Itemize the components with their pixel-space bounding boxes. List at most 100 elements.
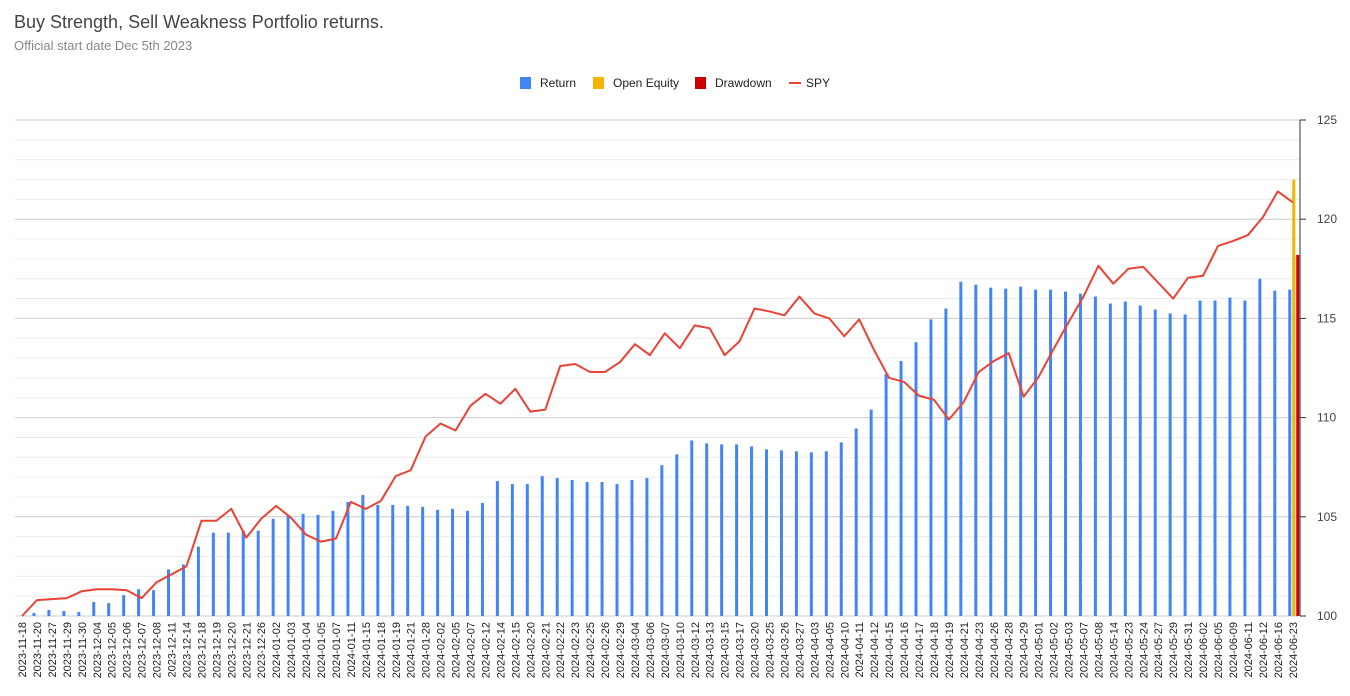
bar xyxy=(92,602,96,616)
legend-label: SPY xyxy=(806,76,830,90)
bar xyxy=(167,569,170,616)
bar xyxy=(406,505,410,616)
bar xyxy=(1243,300,1247,616)
bar xyxy=(809,452,813,616)
x-tick-label: 2024-05-27 xyxy=(1153,622,1165,678)
bar xyxy=(899,361,903,616)
x-tick-label: 2023-12-05 xyxy=(107,622,119,678)
x-tick-label: 2024-05-02 xyxy=(1049,622,1061,678)
x-tick-label: 2024-02-26 xyxy=(600,622,612,678)
x-tick-label: 2024-05-29 xyxy=(1168,622,1180,678)
x-tick-label: 2024-03-13 xyxy=(705,622,717,678)
bar xyxy=(839,442,843,616)
bar xyxy=(451,508,455,616)
x-tick-label: 2024-04-23 xyxy=(974,622,986,678)
x-tick-label: 2023-12-14 xyxy=(181,622,193,678)
x-tick-label: 2024-04-29 xyxy=(1019,622,1031,678)
x-tick-label: 2023-12-06 xyxy=(122,622,134,678)
x-tick-label: 2023-11-18 xyxy=(17,622,29,677)
bar xyxy=(271,518,275,616)
bar xyxy=(181,564,185,616)
x-tick-label: 2024-04-10 xyxy=(839,622,851,678)
bar xyxy=(1183,314,1187,616)
bar xyxy=(914,342,918,616)
x-tick-label: 2024-04-11 xyxy=(854,622,866,677)
bar xyxy=(929,319,933,616)
bar xyxy=(1153,309,1157,616)
x-tick-label: 2024-05-23 xyxy=(1123,622,1135,678)
bar xyxy=(779,450,783,616)
x-tick-label: 2024-04-16 xyxy=(899,622,911,678)
x-tick-label: 2024-03-26 xyxy=(779,622,791,678)
bar xyxy=(47,610,51,616)
x-tick-label: 2024-05-03 xyxy=(1064,622,1076,678)
x-tick-label: 2024-01-02 xyxy=(271,622,283,678)
bar xyxy=(1288,289,1292,616)
bar xyxy=(735,444,739,616)
x-tick-label: 2024-01-18 xyxy=(376,622,388,678)
x-tick-label: 2024-04-19 xyxy=(944,622,956,678)
bar xyxy=(346,501,350,616)
y-tick-label: 115 xyxy=(1317,311,1336,325)
bar xyxy=(1049,289,1053,616)
x-tick-label: 2024-02-07 xyxy=(466,622,478,678)
bar xyxy=(466,510,469,616)
bar xyxy=(1138,305,1142,616)
x-tick-label: 2024-03-25 xyxy=(765,622,777,678)
x-tick-label: 2024-02-02 xyxy=(436,622,448,678)
bar xyxy=(570,480,574,616)
bar xyxy=(1213,300,1217,616)
x-tick-label: 2023-11-27 xyxy=(47,622,59,677)
y-tick-label: 110 xyxy=(1317,411,1336,425)
bar xyxy=(645,478,649,616)
bar xyxy=(510,484,514,616)
bar xyxy=(974,284,978,616)
y-tick-label: 120 xyxy=(1317,212,1337,226)
bar xyxy=(361,494,365,616)
x-tick-label: 2024-05-08 xyxy=(1093,622,1105,678)
legend-label: Return xyxy=(540,76,576,90)
x-tick-label: 2024-02-25 xyxy=(585,622,597,678)
x-tick-label: 2023-12-20 xyxy=(226,622,238,678)
bar xyxy=(854,428,858,616)
bar xyxy=(794,451,798,616)
x-tick-label: 2024-04-03 xyxy=(809,622,821,678)
chart-title: Buy Strength, Sell Weakness Portfolio re… xyxy=(14,12,384,32)
bar xyxy=(720,444,724,616)
bar xyxy=(480,502,484,616)
bar xyxy=(675,454,679,616)
bar xyxy=(436,509,440,616)
x-tick-label: 2024-04-15 xyxy=(884,622,896,678)
bar xyxy=(1123,301,1127,616)
x-tick-label: 2023-12-11 xyxy=(167,622,179,677)
bar xyxy=(241,530,245,616)
legend-label: Drawdown xyxy=(715,76,772,90)
x-tick-label: 2024-06-11 xyxy=(1243,622,1255,677)
x-tick-label: 2024-01-04 xyxy=(301,622,313,678)
x-tick-label: 2024-05-01 xyxy=(1034,622,1046,678)
bar xyxy=(705,443,709,616)
bar xyxy=(884,373,888,616)
bar xyxy=(1093,296,1097,616)
x-tick-label: 2024-03-06 xyxy=(645,622,657,678)
x-tick-label: 2023-11-20 xyxy=(32,622,44,677)
x-tick-label: 2024-02-22 xyxy=(555,622,567,678)
bar xyxy=(62,611,66,616)
x-tick-label: 2023-12-26 xyxy=(256,622,268,678)
x-tick-label: 2024-04-17 xyxy=(914,622,926,678)
legend-swatch xyxy=(593,77,604,89)
x-tick-label: 2024-03-10 xyxy=(675,622,687,678)
bar xyxy=(211,532,215,616)
bar xyxy=(1198,300,1202,616)
bar xyxy=(107,603,111,616)
bar xyxy=(495,481,499,616)
x-tick-label: 2024-06-16 xyxy=(1273,622,1285,678)
bar xyxy=(959,281,963,616)
y-tick-label: 105 xyxy=(1317,510,1337,524)
bar xyxy=(331,510,335,616)
x-tick-label: 2023-11-30 xyxy=(77,622,89,677)
x-tick-label: 2024-04-28 xyxy=(1004,622,1016,678)
bar xyxy=(152,590,156,616)
x-tick-label: 2024-03-20 xyxy=(750,622,762,678)
